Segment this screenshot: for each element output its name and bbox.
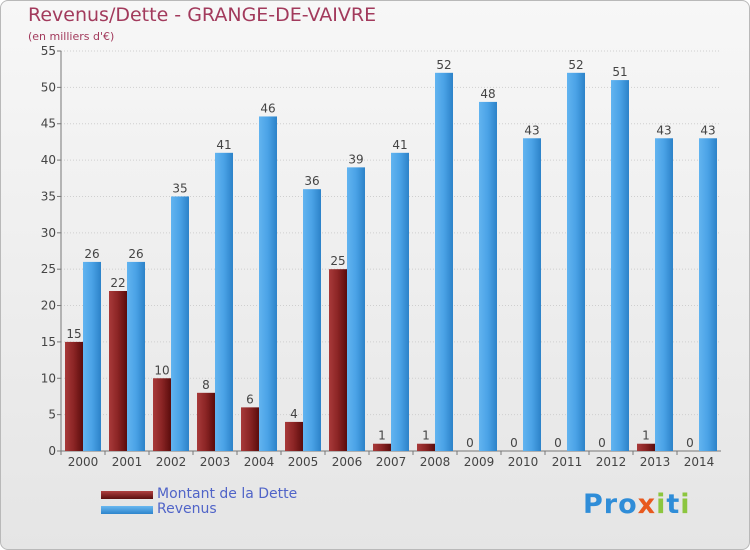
bar-debt [65,341,83,451]
bar-revenue [171,196,189,451]
bar-revenue [435,72,453,452]
legend-label-debt: Montant de la Dette [157,486,298,502]
bar-revenue [699,138,717,452]
legend-item-debt: Montant de la Dette [101,487,297,502]
x-tick-label: 2003 [200,455,231,469]
data-label-debt: 25 [330,254,345,268]
data-label-debt: 22 [110,276,125,290]
bar-revenue [611,80,629,451]
data-label-debt: 10 [154,363,169,377]
bar-revenue [83,261,101,451]
x-tick-label: 2012 [596,455,627,469]
data-label-revenue: 46 [260,101,275,115]
data-label-debt: 0 [686,436,694,450]
data-label-debt: 15 [66,327,81,341]
y-tick-label: 50 [41,80,56,94]
data-label-revenue: 52 [436,58,451,72]
legend-item-revenue: Revenus [101,502,297,517]
y-tick-label: 30 [41,226,56,240]
data-label-debt: 0 [554,436,562,450]
data-label-debt: 8 [202,378,210,392]
data-label-debt: 0 [466,436,474,450]
data-label-revenue: 35 [172,181,187,195]
data-label-revenue: 41 [216,138,231,152]
y-tick-label: 15 [41,335,56,349]
bar-debt [417,443,435,451]
y-tick-label: 55 [41,44,56,58]
x-tick-label: 2007 [376,455,407,469]
bar-revenue [567,72,585,452]
data-label-revenue: 36 [304,174,319,188]
legend: Montant de la Dette Revenus [101,487,297,517]
y-tick-label: 10 [41,371,56,385]
data-label-debt: 1 [422,429,430,443]
bar-revenue [303,189,321,451]
data-label-revenue: 48 [480,87,495,101]
data-label-revenue: 52 [568,58,583,72]
x-tick-label: 2009 [464,455,495,469]
data-label-revenue: 26 [128,247,143,261]
y-tick-label: 5 [48,408,56,422]
bar-debt [637,443,655,451]
data-label-revenue: 43 [700,123,715,137]
data-label-debt: 1 [642,429,650,443]
bar-revenue [655,138,673,452]
bar-debt [373,443,391,451]
chart-subtitle: (en milliers d'€) [28,30,115,43]
legend-label-revenue: Revenus [157,501,217,517]
y-tick-label: 35 [41,189,56,203]
data-label-debt: 6 [246,392,254,406]
x-tick-label: 2010 [508,455,539,469]
bar-debt [329,269,347,451]
x-tick-label: 2000 [68,455,99,469]
bar-revenue [259,116,277,452]
x-tick-label: 2013 [640,455,671,469]
bar-revenue [391,152,409,451]
x-tick-label: 2004 [244,455,275,469]
bar-revenue [479,101,497,451]
y-tick-label: 20 [41,299,56,313]
data-label-debt: 1 [378,429,386,443]
bar-debt [241,407,259,451]
bar-revenue [215,152,233,451]
legend-swatch-revenue [101,505,153,514]
x-tick-label: 2008 [420,455,451,469]
bar-revenue [347,167,365,451]
data-label-revenue: 39 [348,152,363,166]
chart-title: Revenus/Dette - GRANGE-DE-VAIVRE [28,4,377,26]
bar-debt [153,378,171,451]
bar-debt [109,291,127,451]
bar-revenue [127,261,145,451]
legend-swatch-debt [101,490,153,499]
proxiti-logo: Proxiti [583,489,691,520]
bar-debt [197,392,215,451]
x-tick-label: 2006 [332,455,363,469]
bar-revenue [523,138,541,452]
data-label-revenue: 41 [392,138,407,152]
y-tick-label: 25 [41,262,56,276]
data-label-revenue: 26 [84,247,99,261]
y-tick-label: 45 [41,117,56,131]
data-label-debt: 0 [598,436,606,450]
data-label-revenue: 51 [612,65,627,79]
y-tick-label: 40 [41,153,56,167]
data-label-revenue: 43 [656,123,671,137]
bar-debt [285,421,303,451]
data-label-debt: 0 [510,436,518,450]
x-tick-label: 2001 [112,455,143,469]
y-tick-label: 0 [48,444,56,458]
data-label-revenue: 43 [524,123,539,137]
x-tick-label: 2011 [552,455,583,469]
x-tick-label: 2014 [684,455,715,469]
x-tick-label: 2005 [288,455,319,469]
data-label-debt: 4 [290,407,298,421]
x-tick-label: 2002 [156,455,187,469]
